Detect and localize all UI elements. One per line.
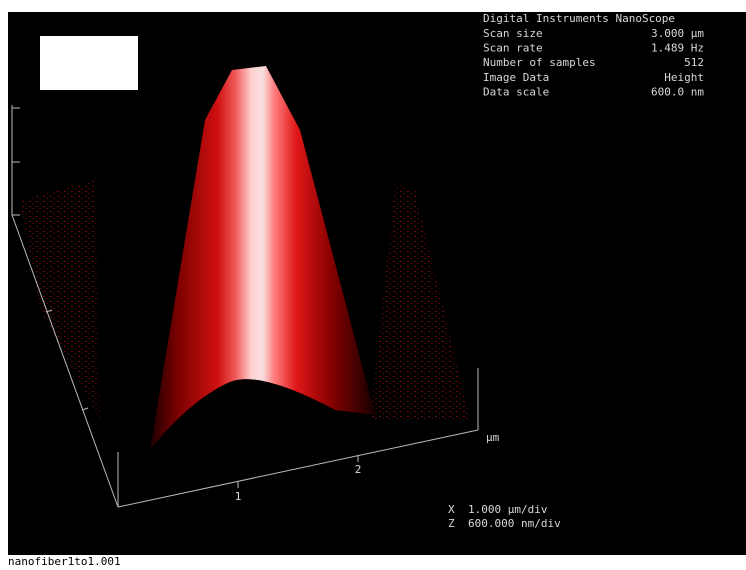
scale-value: 600.000 nm/div — [468, 517, 561, 530]
scale-axis: X — [448, 503, 455, 516]
info-label: Scan size — [483, 27, 543, 40]
info-value: 3.000 µm — [651, 27, 704, 40]
info-title: Digital Instruments NanoScope — [483, 12, 675, 25]
axis-unit: µm — [486, 431, 500, 444]
info-label: Scan rate — [483, 42, 543, 55]
scale-value: 1.000 µm/div — [468, 503, 548, 516]
info-value: Height — [664, 71, 704, 84]
info-label: Data scale — [483, 85, 549, 98]
info-label: Image Data — [483, 71, 549, 84]
info-value: 512 — [684, 56, 704, 69]
afm-screenshot: Digital Instruments NanoScope Scan size 3.… — [0, 0, 746, 570]
info-value: 1.489 Hz — [651, 42, 704, 55]
axis-tick-label: 1 — [235, 490, 242, 503]
viewport — [8, 12, 746, 555]
info-value: 600.0 nm — [651, 85, 704, 98]
info-label: Number of samples — [483, 56, 596, 69]
axis-tick-label: 2 — [355, 463, 362, 476]
scale-axis: Z — [448, 517, 455, 530]
filename: nanofiber1to1.001 — [8, 555, 121, 568]
blank-box — [40, 36, 138, 90]
